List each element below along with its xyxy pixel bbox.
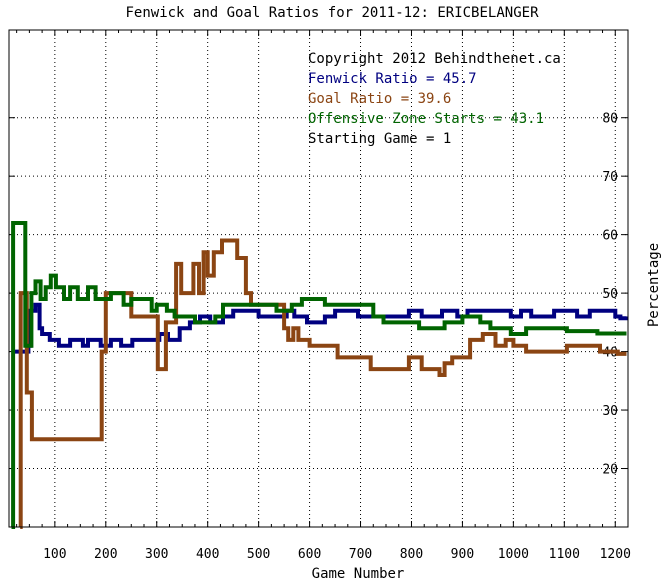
axis-ticks: 100 200 300 400 500 600 700 800 900 1000 1100 1200 2…: [9, 30, 631, 562]
x-tick-label: 300: [145, 547, 168, 562]
x-tick-label: 200: [94, 547, 117, 562]
series-line-1: [18, 238, 627, 529]
y-tick-label: 50: [602, 287, 618, 302]
plot-border: [8, 29, 629, 528]
legend-goal: Goal Ratio = 39.6: [308, 91, 451, 107]
x-tick-label: 500: [247, 547, 270, 562]
plot-frame: [8, 29, 629, 528]
x-tick-label: 400: [196, 547, 219, 562]
y-tick-label: 70: [602, 170, 618, 185]
x-tick-label: 1200: [600, 547, 631, 562]
x-tick-label: 1100: [549, 547, 580, 562]
legend-fenwick: Fenwick Ratio = 45.7: [308, 71, 477, 87]
y-tick-label: 30: [602, 404, 618, 419]
x-axis-label: Game Number: [312, 566, 405, 580]
series-lines: [11, 221, 629, 529]
y-axis-label: Percentage: [646, 243, 662, 327]
starting-game-text: Starting Game = 1: [308, 131, 451, 147]
legend: Copyright 2012 Behindthenet.ca Fenwick R…: [308, 51, 561, 147]
x-tick-label: 100: [43, 547, 66, 562]
x-tick-label: 900: [451, 547, 474, 562]
y-tick-label: 60: [602, 229, 618, 244]
series-line-0: [11, 302, 629, 354]
y-tick-label: 80: [602, 112, 618, 127]
y-tick-label: 20: [602, 463, 618, 478]
x-tick-label: 700: [349, 547, 372, 562]
series-line-2: [11, 221, 627, 529]
chart-title: Fenwick and Goal Ratios for 2011-12: ERI…: [125, 5, 539, 21]
legend-ozone: Offensive Zone Starts = 43.1: [308, 111, 544, 127]
x-tick-label: 1000: [498, 547, 529, 562]
x-tick-label: 600: [298, 547, 321, 562]
plot-area: [8, 29, 629, 528]
x-tick-label: 800: [400, 547, 423, 562]
copyright-text: Copyright 2012 Behindthenet.ca: [308, 51, 561, 67]
